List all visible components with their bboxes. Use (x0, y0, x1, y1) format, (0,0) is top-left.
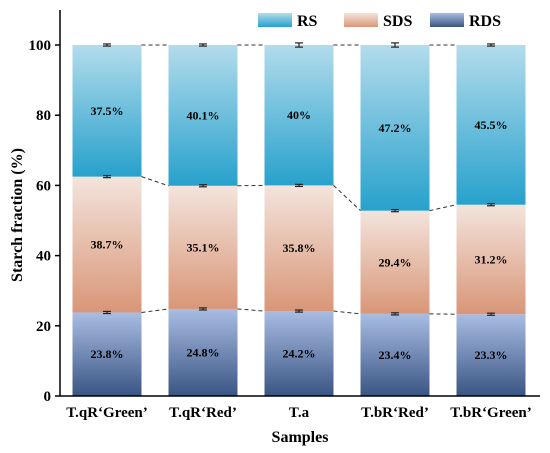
error-bar-sds-4 (487, 203, 495, 207)
legend-swatch-rds (430, 13, 464, 27)
legend-label-rds: RDS (469, 13, 501, 30)
data-label-sds-1: 35.1% (187, 240, 220, 254)
connector-sds-3 (429, 204, 457, 212)
legend-swatch-sds (344, 13, 378, 27)
legend: RS SDS RDS (258, 13, 501, 30)
bar-sds-4 (456, 204, 526, 315)
error-bar-sds-0 (103, 174, 111, 179)
legend-label-rs: RS (297, 13, 318, 30)
bar-rds-1 (168, 308, 238, 396)
error-bar-rs-2 (295, 42, 303, 48)
bar-rds-2 (264, 311, 334, 396)
y-tick-label-4: 80 (36, 108, 51, 124)
x-tick-label-3: T.bR‘Red’ (361, 405, 429, 421)
connector-rds-2 (333, 310, 361, 315)
bar-rs-4 (456, 45, 526, 205)
error-bar-rs-4 (487, 43, 495, 47)
x-tick-label-0: T.qR‘Green’ (66, 405, 148, 421)
legend-item-sds: SDS (344, 13, 412, 30)
error-bar-rds-4 (487, 312, 495, 316)
legend-item-rds: RDS (430, 13, 501, 30)
x-tick-label-1: T.qR‘Red’ (169, 405, 237, 421)
error-bar-sds-2 (295, 183, 303, 188)
error-bar-rds-3 (391, 312, 399, 316)
bar-sds-0 (72, 176, 142, 313)
data-label-rs-3: 47.2% (379, 121, 412, 135)
bar-sds-3 (360, 210, 430, 314)
data-label-rds-1: 24.8% (187, 345, 220, 359)
connector-rds-1 (237, 308, 265, 312)
connector-lines (141, 44, 457, 315)
x-tick-label-4: T.bR‘Green’ (450, 405, 532, 421)
data-label-rs-2: 40% (287, 108, 311, 122)
bar-sds-1 (168, 185, 238, 309)
data-label-rds-2: 24.2% (283, 347, 316, 361)
connector-rds-0 (141, 308, 169, 313)
data-label-rds-3: 23.4% (379, 348, 412, 362)
legend-swatch-rs (258, 13, 292, 27)
y-tick-label-2: 40 (36, 249, 51, 265)
y-tick-label-0: 0 (44, 389, 52, 405)
error-bar-rs-3 (391, 42, 399, 48)
y-axis-title: Starch fraction (%) (9, 148, 26, 282)
bar-rs-1 (168, 45, 238, 186)
error-bars (103, 42, 495, 316)
bar-rds-3 (360, 313, 430, 396)
error-bar-sds-1 (199, 184, 207, 188)
y-tick-label-1: 20 (36, 319, 51, 335)
data-label-rds-0: 23.8% (91, 347, 124, 361)
axes: 0 20 40 60 80 100 T.qR‘Green’ T.qR‘Red’ T.a T.bR‘… (29, 10, 540, 421)
data-label-rs-0: 37.5% (91, 104, 124, 118)
bar-rds-0 (72, 312, 142, 396)
data-label-rs-4: 45.5% (475, 118, 508, 132)
error-bar-rs-0 (103, 43, 111, 47)
bar-rs-0 (72, 45, 142, 177)
data-label-sds-2: 35.8% (283, 241, 316, 255)
x-tick-label-2: T.a (289, 405, 310, 421)
error-bar-rds-0 (103, 310, 111, 315)
error-bar-rds-2 (295, 309, 303, 313)
connector-sds-2 (333, 185, 361, 212)
data-label-sds-0: 38.7% (91, 238, 124, 252)
data-label-sds-3: 29.4% (379, 255, 412, 269)
bar-sds-2 (264, 185, 334, 312)
bar-rs-2 (264, 45, 334, 186)
y-tick-label-5: 100 (29, 38, 52, 54)
data-label-sds-4: 31.2% (475, 252, 508, 266)
data-labels: 23.8% 24.8% 24.2% 23.4% 23.3% 38.7% 35.1% 35.8%… (91, 104, 508, 362)
error-bar-rds-1 (199, 307, 207, 311)
x-axis-title: Samples (272, 429, 329, 446)
legend-item-rs: RS (258, 13, 318, 30)
bar-rds-4 (456, 314, 526, 396)
error-bar-rs-1 (199, 43, 207, 47)
error-bar-sds-3 (391, 209, 399, 213)
bar-rs-3 (360, 45, 430, 211)
bars-layer (72, 45, 526, 396)
connector-sds-0 (141, 176, 169, 187)
data-label-rs-1: 40.1% (187, 108, 220, 122)
legend-label-sds: SDS (383, 13, 412, 30)
data-label-rds-4: 23.3% (475, 348, 508, 362)
y-tick-label-3: 60 (36, 178, 51, 194)
